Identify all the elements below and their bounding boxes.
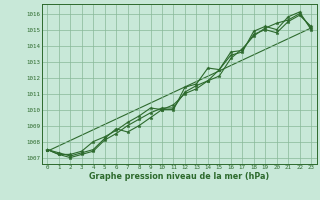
X-axis label: Graphe pression niveau de la mer (hPa): Graphe pression niveau de la mer (hPa) <box>89 172 269 181</box>
